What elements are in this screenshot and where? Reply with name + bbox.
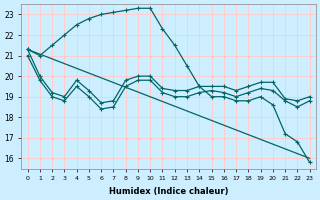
- X-axis label: Humidex (Indice chaleur): Humidex (Indice chaleur): [109, 187, 228, 196]
